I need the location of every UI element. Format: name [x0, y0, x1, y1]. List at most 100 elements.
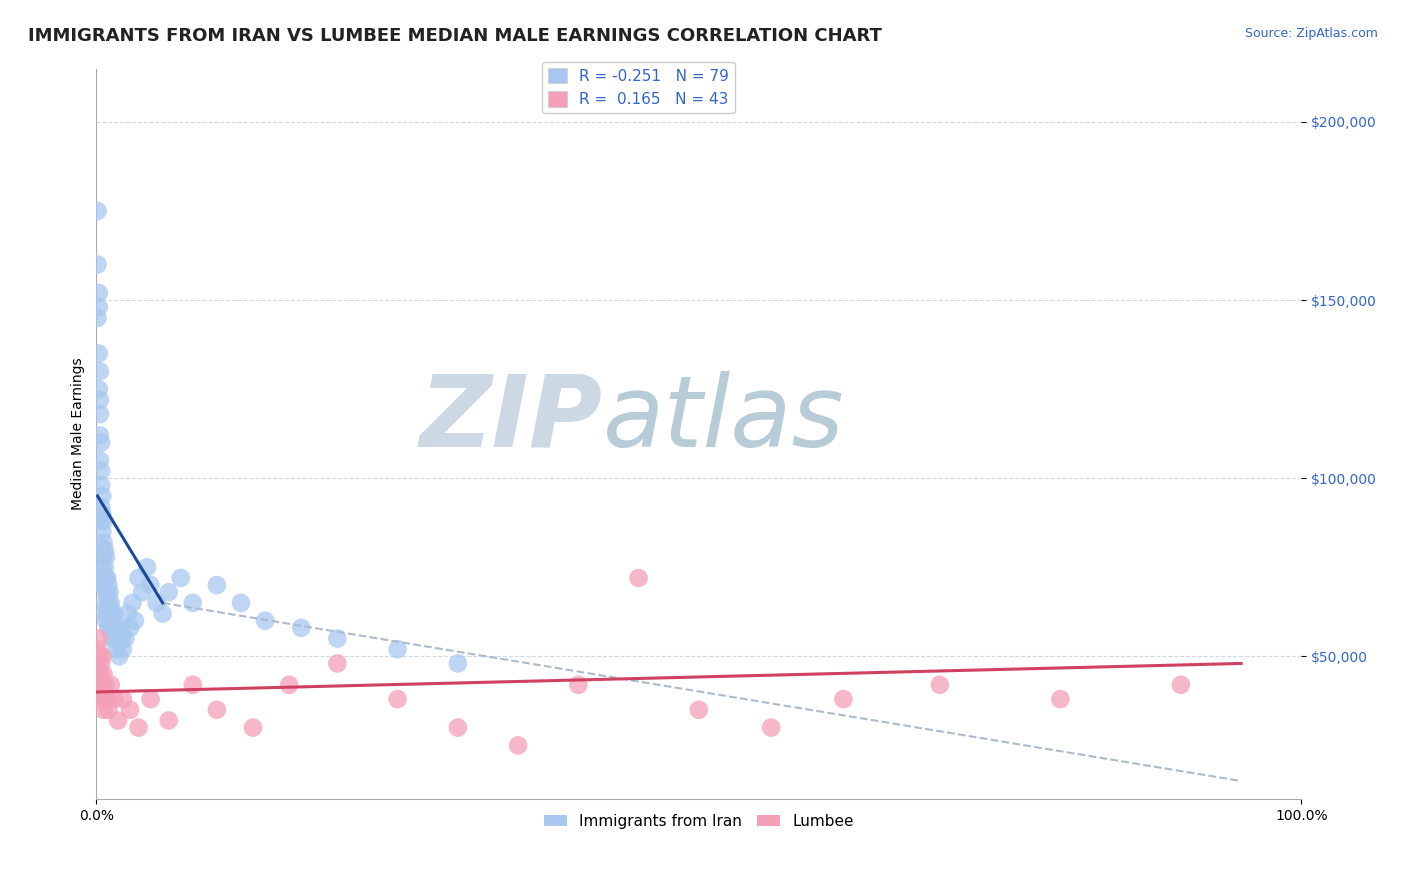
Point — [98, 585, 121, 599]
Point — [94, 571, 117, 585]
Point — [86, 257, 108, 271]
Point — [759, 721, 782, 735]
Point — [157, 714, 180, 728]
Point — [104, 621, 127, 635]
Point — [91, 489, 114, 503]
Text: ZIP: ZIP — [419, 370, 602, 467]
Point — [101, 607, 124, 621]
Point — [131, 585, 153, 599]
Point — [93, 549, 115, 564]
Point — [89, 649, 111, 664]
Point — [90, 478, 112, 492]
Point — [87, 346, 110, 360]
Legend: Immigrants from Iran, Lumbee: Immigrants from Iran, Lumbee — [537, 808, 860, 835]
Point — [91, 507, 114, 521]
Text: Source: ZipAtlas.com: Source: ZipAtlas.com — [1244, 27, 1378, 40]
Point — [145, 596, 167, 610]
Point — [100, 596, 122, 610]
Point — [89, 667, 111, 681]
Point — [254, 614, 277, 628]
Point — [93, 578, 115, 592]
Point — [86, 310, 108, 325]
Point — [107, 632, 129, 646]
Point — [278, 678, 301, 692]
Point — [1170, 678, 1192, 692]
Point — [94, 685, 117, 699]
Point — [101, 632, 124, 646]
Point — [93, 535, 115, 549]
Point — [117, 607, 139, 621]
Point — [128, 571, 150, 585]
Point — [93, 703, 115, 717]
Point — [91, 571, 114, 585]
Point — [567, 678, 589, 692]
Point — [290, 621, 312, 635]
Text: atlas: atlas — [602, 370, 844, 467]
Point — [90, 435, 112, 450]
Point — [121, 596, 143, 610]
Point — [91, 524, 114, 539]
Point — [89, 685, 111, 699]
Point — [87, 382, 110, 396]
Point — [832, 692, 855, 706]
Point — [90, 500, 112, 514]
Point — [94, 549, 117, 564]
Point — [627, 571, 650, 585]
Point — [387, 692, 409, 706]
Point — [97, 596, 120, 610]
Text: IMMIGRANTS FROM IRAN VS LUMBEE MEDIAN MALE EARNINGS CORRELATION CHART: IMMIGRANTS FROM IRAN VS LUMBEE MEDIAN MA… — [28, 27, 882, 45]
Point — [89, 428, 111, 442]
Point — [100, 621, 122, 635]
Point — [326, 632, 349, 646]
Point — [93, 667, 115, 681]
Point — [124, 614, 146, 628]
Point — [242, 721, 264, 735]
Point — [928, 678, 950, 692]
Point — [90, 464, 112, 478]
Point — [91, 560, 114, 574]
Point — [94, 607, 117, 621]
Point — [105, 642, 128, 657]
Point — [205, 578, 228, 592]
Point — [114, 632, 136, 646]
Point — [97, 578, 120, 592]
Point — [120, 621, 142, 635]
Y-axis label: Median Male Earnings: Median Male Earnings — [72, 358, 86, 510]
Point — [96, 692, 118, 706]
Point — [94, 614, 117, 628]
Point — [103, 632, 125, 646]
Point — [181, 596, 204, 610]
Point — [87, 667, 110, 681]
Point — [108, 649, 131, 664]
Point — [103, 607, 125, 621]
Point — [97, 621, 120, 635]
Point — [157, 585, 180, 599]
Point — [89, 453, 111, 467]
Point — [111, 642, 134, 657]
Point — [152, 607, 174, 621]
Point — [1049, 692, 1071, 706]
Point — [96, 571, 118, 585]
Point — [205, 703, 228, 717]
Point — [91, 692, 114, 706]
Point — [447, 657, 470, 671]
Point — [97, 703, 120, 717]
Point — [90, 692, 112, 706]
Point — [89, 392, 111, 407]
Point — [86, 204, 108, 219]
Point — [688, 703, 710, 717]
Point — [87, 300, 110, 314]
Point — [100, 678, 122, 692]
Point — [103, 692, 125, 706]
Point — [86, 642, 108, 657]
Point — [94, 596, 117, 610]
Point — [94, 585, 117, 599]
Point — [110, 621, 132, 635]
Point — [120, 703, 142, 717]
Point — [136, 560, 159, 574]
Point — [98, 607, 121, 621]
Point — [89, 364, 111, 378]
Point — [447, 721, 470, 735]
Point — [91, 678, 114, 692]
Point — [170, 571, 193, 585]
